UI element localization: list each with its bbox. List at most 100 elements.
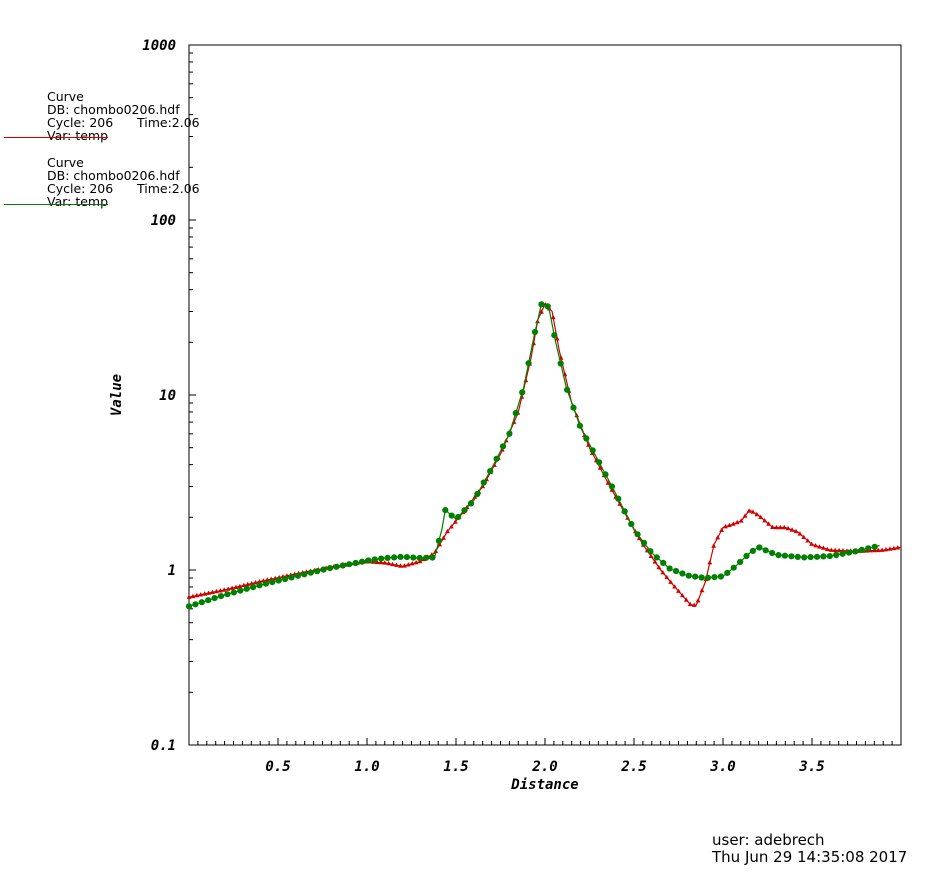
series-1-marker	[680, 592, 685, 598]
legend-time: Time:2.06	[137, 115, 200, 130]
series-1-marker	[758, 514, 764, 519]
series-2-marker	[474, 490, 481, 498]
series-2-marker	[384, 554, 391, 562]
series-1-marker	[660, 570, 666, 575]
legend-db: DB: chombo0206.hdf	[47, 102, 180, 117]
series-2-marker	[743, 552, 750, 560]
series-2-marker	[833, 551, 840, 559]
x-tick-label: 3.0	[709, 759, 735, 775]
series-2-marker	[378, 555, 385, 562]
series-2-marker	[704, 574, 712, 581]
series-1-marker	[828, 547, 834, 552]
series-1-marker	[746, 508, 752, 513]
series-2-marker	[230, 589, 237, 596]
series-1-marker	[895, 545, 901, 550]
series-2-marker	[397, 553, 404, 561]
series-1-marker	[734, 519, 740, 525]
series-2-marker	[813, 553, 821, 560]
series-1-marker	[229, 585, 235, 590]
series-2-marker	[660, 559, 667, 567]
series-1-marker	[194, 592, 200, 598]
y-tick-label: 1	[168, 563, 176, 579]
series-1-marker	[668, 579, 674, 584]
series-1-marker	[257, 579, 262, 584]
series-2-marker	[544, 303, 551, 310]
series-1-marker	[417, 558, 423, 564]
user-info: user: adebrech Thu Jun 29 14:35:08 2017	[712, 832, 907, 866]
series-1-marker	[217, 588, 223, 593]
series-1-marker	[221, 587, 227, 592]
series-1-marker	[727, 522, 732, 528]
legend-line-green	[4, 204, 108, 205]
series-1-marker	[652, 559, 658, 564]
series-1-marker	[766, 521, 771, 526]
series-1-marker	[648, 553, 654, 558]
series-1-marker	[449, 524, 454, 529]
series-2-marker	[416, 554, 423, 562]
x-axis: 0.5 1.0 1.5 2.0 2.5 3.0 3.5	[197, 738, 893, 775]
series-1-marker	[241, 582, 247, 588]
series-1-marker	[437, 542, 442, 547]
series-2-marker	[346, 561, 353, 568]
series-2-marker	[237, 587, 244, 594]
legend-time: Time:2.06	[137, 181, 200, 196]
series-2-marker	[788, 553, 795, 560]
series-1-marker	[445, 528, 450, 534]
series-1-marker	[770, 524, 775, 529]
series-2-marker	[429, 554, 436, 561]
series-1-marker	[202, 591, 208, 596]
series-2-marker	[608, 483, 616, 490]
y-tick-label: 0.1	[151, 738, 176, 754]
series-2-marker	[307, 569, 314, 576]
series-1-marker	[801, 534, 807, 539]
series-2-marker	[333, 563, 340, 570]
series-line-1	[188, 303, 902, 606]
series-2-marker	[262, 580, 269, 587]
series-2-marker	[538, 301, 545, 308]
series-2-marker	[531, 328, 539, 336]
series-2-marker	[391, 554, 398, 561]
series-2-marker	[217, 593, 225, 600]
series-1-marker	[472, 494, 478, 499]
series-1-marker	[719, 527, 724, 532]
series-2-marker	[339, 562, 346, 569]
series-2-marker	[820, 553, 827, 560]
series-2-marker	[679, 570, 686, 577]
series-1-marker	[789, 527, 795, 532]
series-2-marker	[794, 553, 801, 561]
x-axis-title: Distance	[510, 777, 578, 793]
series-2-marker	[403, 554, 410, 561]
y-tick-label: 10	[159, 388, 176, 404]
series-2-marker	[455, 513, 462, 521]
series-1-marker	[750, 509, 756, 514]
series-2-marker	[487, 468, 494, 475]
series-2-marker	[826, 553, 833, 560]
series-2-marker	[852, 548, 859, 555]
series-1-marker	[793, 528, 799, 534]
series-2-marker	[801, 554, 808, 561]
series-1-marker	[871, 547, 877, 553]
series-1-marker	[785, 525, 791, 531]
series-2-marker	[448, 512, 455, 519]
y-axis: 0.1 1 10 100 1000	[142, 38, 196, 754]
series-2-marker	[781, 552, 789, 559]
series-2-marker	[294, 572, 301, 579]
series-2-marker	[692, 573, 699, 580]
plot-frame	[188, 44, 902, 746]
series-1-marker	[809, 541, 814, 546]
series-2-marker	[640, 539, 648, 546]
series-2-marker	[320, 566, 327, 573]
legend-entry-1: Curve DB: chombo0206.hdf Cycle: 206 Time:…	[47, 90, 200, 142]
series-2-marker	[698, 574, 705, 581]
series-2-marker	[775, 552, 782, 559]
series-2-marker	[435, 537, 442, 544]
legend-cycle-time: Cycle: 206 Time:2.06	[47, 116, 200, 129]
series-2-marker	[756, 544, 763, 551]
series-1-marker	[875, 547, 881, 553]
series-2-marker	[288, 574, 295, 581]
series-2-marker	[711, 574, 718, 581]
series-1-marker	[413, 560, 419, 565]
series-2-marker	[807, 554, 814, 561]
series-2-marker	[583, 435, 590, 442]
legend-var: Var: temp	[47, 128, 109, 143]
